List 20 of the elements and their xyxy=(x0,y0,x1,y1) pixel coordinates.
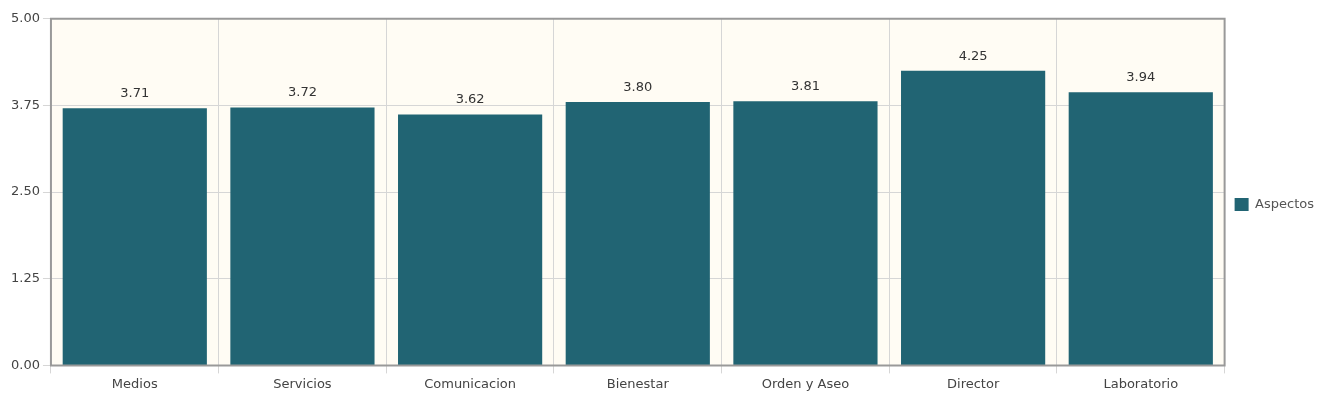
data-label: 3.71 xyxy=(120,85,150,101)
data-label: 3.80 xyxy=(623,78,653,94)
x-tick-label: Laboratorio xyxy=(1103,375,1179,391)
y-tick-label: 1.25 xyxy=(10,270,40,286)
x-tick-label: Orden y Aseo xyxy=(761,375,850,391)
data-label: 3.72 xyxy=(287,84,317,100)
x-tick-label: Director xyxy=(947,375,1000,391)
y-tick-label: 2.50 xyxy=(10,183,40,199)
legend-label: Aspectos xyxy=(1255,195,1315,211)
y-tick-label: 5.00 xyxy=(10,10,40,26)
y-tick-label: 3.75 xyxy=(10,96,40,112)
x-tick-label: Bienestar xyxy=(606,375,670,391)
y-tick-label: 0.00 xyxy=(10,356,40,372)
data-label: 3.94 xyxy=(1126,69,1156,85)
data-label: 4.25 xyxy=(958,47,988,63)
x-tick-label: Comunicacion xyxy=(424,375,517,391)
data-label: 3.62 xyxy=(455,91,485,107)
x-tick-label: Medios xyxy=(111,375,158,391)
x-tick-label: Servicios xyxy=(273,375,332,391)
data-label: 3.81 xyxy=(790,78,820,94)
